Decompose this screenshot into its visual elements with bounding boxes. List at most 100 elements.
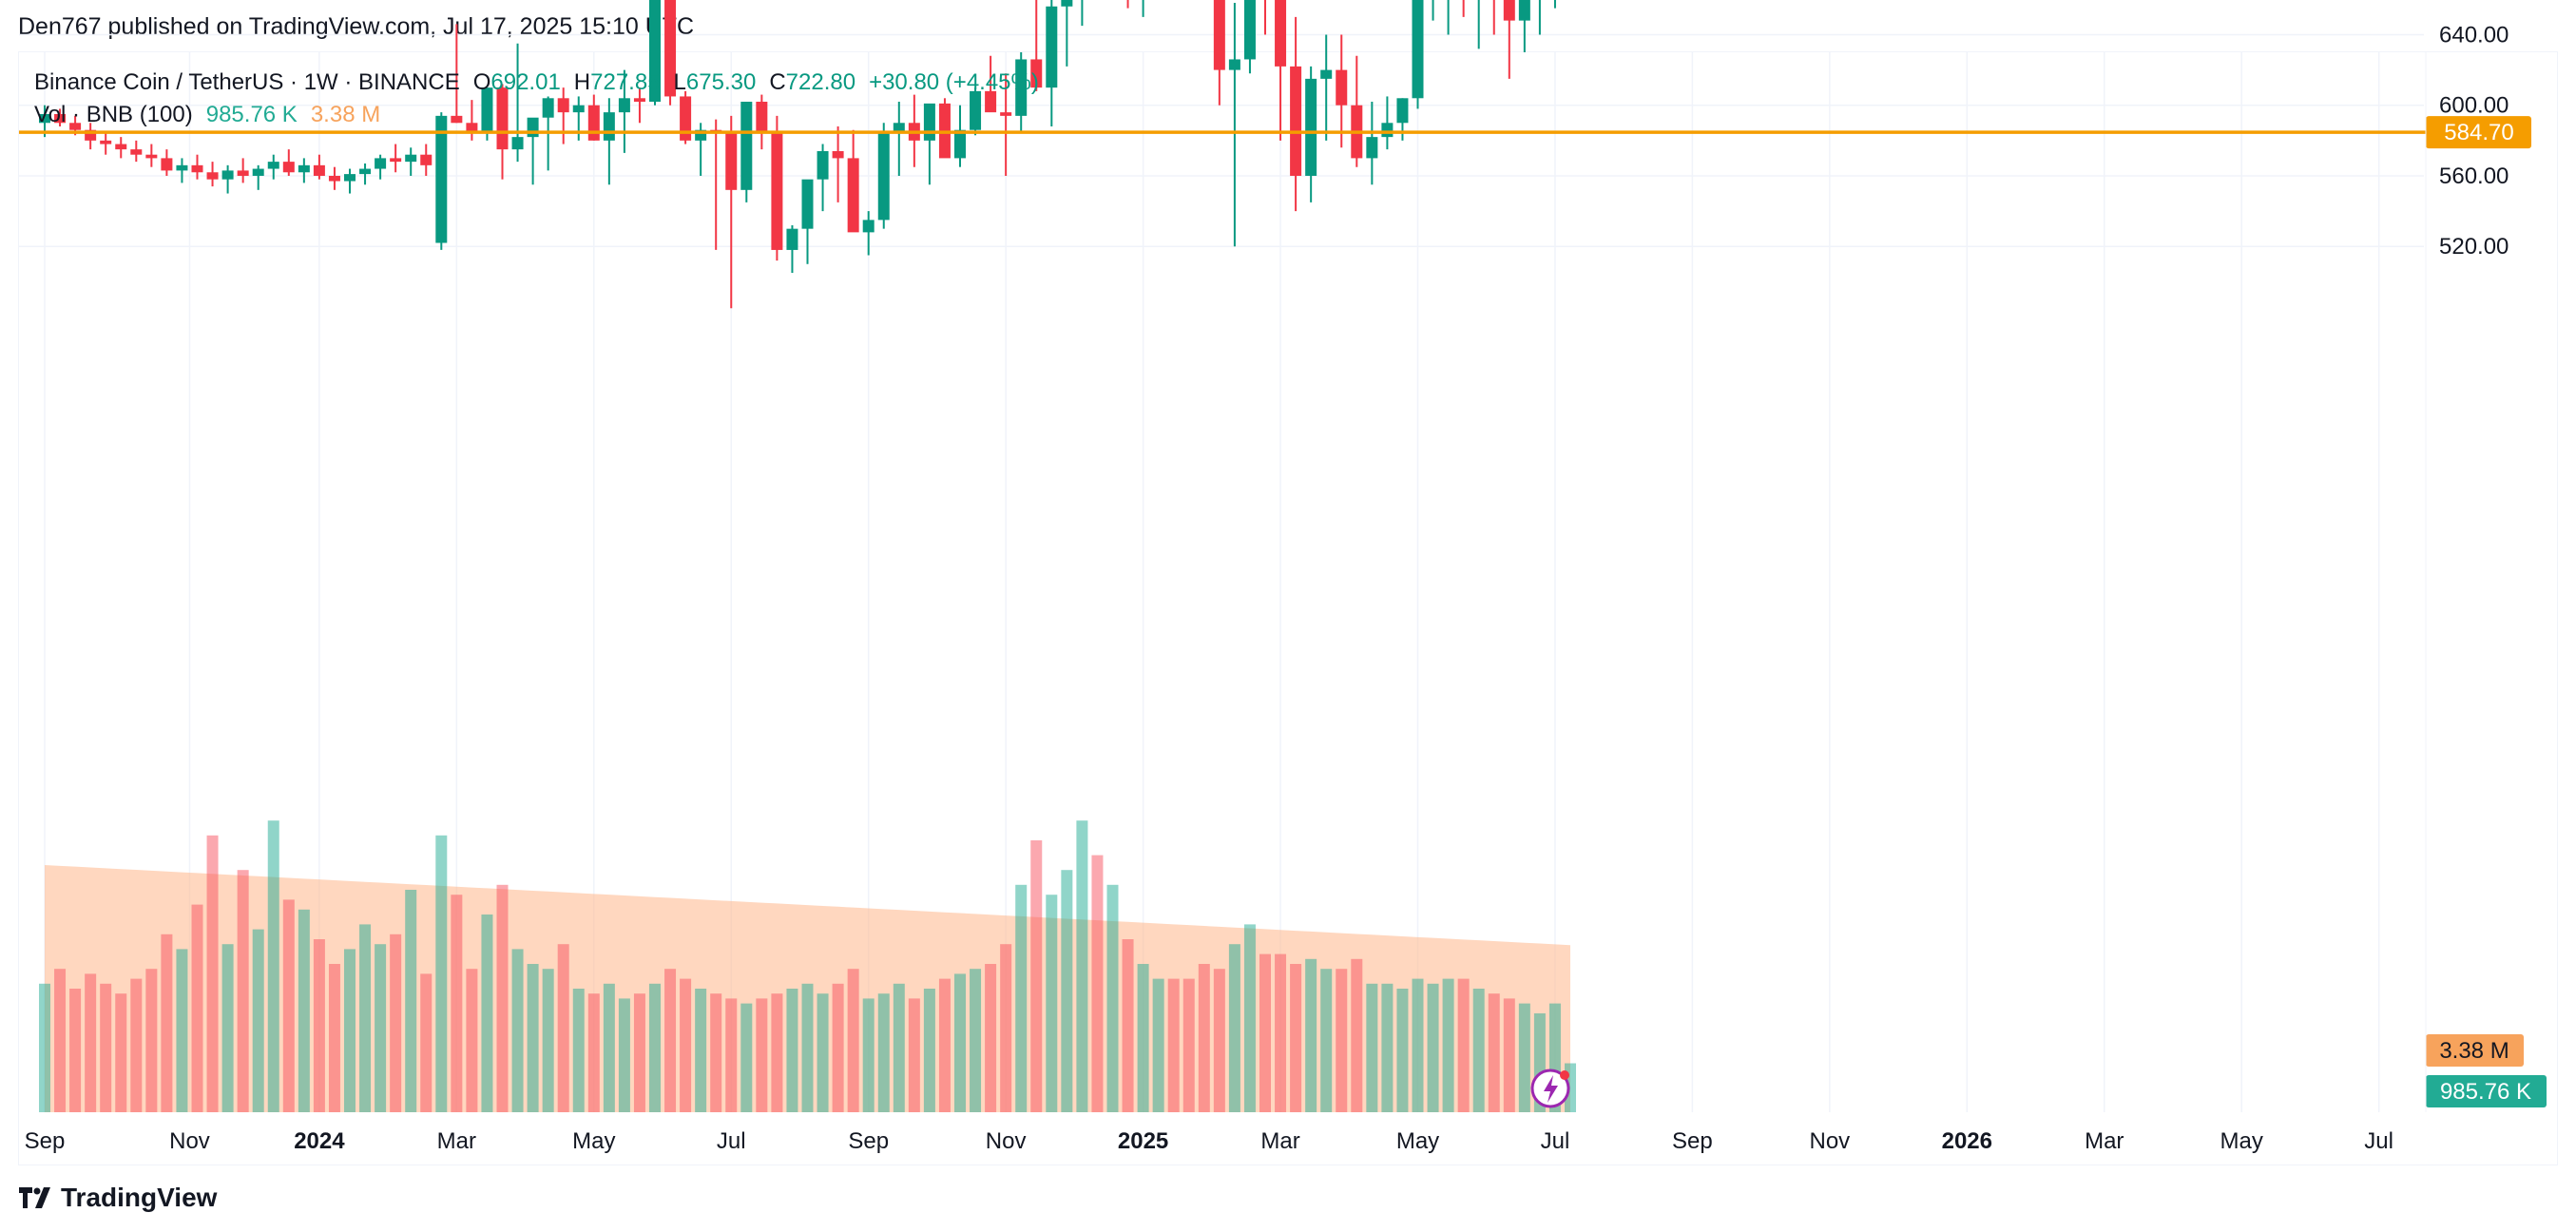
volume-bar[interactable] — [877, 993, 890, 1112]
candle-body[interactable] — [435, 115, 448, 243]
volume-bar[interactable] — [1167, 978, 1180, 1112]
volume-bar[interactable] — [328, 964, 340, 1112]
candle-body[interactable] — [1290, 66, 1302, 176]
candle-body[interactable] — [817, 150, 829, 180]
candle-body[interactable] — [1061, 0, 1073, 7]
volume-bar[interactable] — [1182, 978, 1195, 1112]
candle-body[interactable] — [1046, 6, 1058, 88]
volume-bar[interactable] — [587, 993, 600, 1112]
candle-body[interactable] — [954, 129, 966, 159]
volume-bar[interactable] — [206, 835, 219, 1112]
candle-body[interactable] — [1336, 69, 1348, 106]
volume-bar[interactable] — [923, 989, 935, 1112]
candle-body[interactable] — [1000, 112, 1012, 116]
volume-bar[interactable] — [405, 890, 417, 1112]
candle-body[interactable] — [405, 154, 417, 163]
volume-bar[interactable] — [572, 989, 585, 1112]
volume-bar[interactable] — [664, 969, 677, 1112]
volume-bar[interactable] — [282, 899, 295, 1112]
candle-body[interactable] — [85, 129, 97, 141]
candle-body[interactable] — [862, 220, 875, 233]
volume-bar[interactable] — [1412, 978, 1424, 1112]
volume-bar[interactable] — [176, 949, 188, 1112]
candle-body[interactable] — [1030, 59, 1043, 88]
volume-bar[interactable] — [1351, 958, 1363, 1112]
candle-body[interactable] — [695, 129, 707, 141]
volume-bar[interactable] — [1381, 983, 1394, 1112]
candle-body[interactable] — [252, 168, 264, 176]
candle-body[interactable] — [451, 115, 463, 124]
volume-bar[interactable] — [527, 964, 539, 1112]
candle-body[interactable] — [664, 0, 677, 97]
candle-body[interactable] — [970, 90, 982, 130]
volume-bar[interactable] — [1137, 964, 1149, 1112]
volume-bar[interactable] — [1228, 944, 1240, 1112]
candle-body[interactable] — [557, 98, 569, 113]
volume-bar[interactable] — [420, 973, 433, 1112]
candle-body[interactable] — [725, 133, 738, 190]
candle-body[interactable] — [1015, 59, 1028, 116]
volume-bar[interactable] — [1106, 884, 1119, 1112]
volume-bar[interactable] — [1259, 953, 1271, 1112]
volume-bar[interactable] — [145, 969, 158, 1112]
candle-body[interactable] — [649, 0, 661, 103]
volume-bar[interactable] — [267, 820, 279, 1112]
candle-body[interactable] — [572, 105, 585, 113]
candle-body[interactable] — [771, 131, 783, 250]
volume-bar[interactable] — [557, 944, 569, 1112]
volume-bar[interactable] — [1518, 1003, 1530, 1112]
candle-body[interactable] — [359, 168, 372, 175]
volume-bar[interactable] — [511, 949, 524, 1112]
candle-body[interactable] — [237, 170, 249, 176]
volume-bar[interactable] — [359, 924, 372, 1112]
volume-bar[interactable] — [191, 904, 203, 1112]
candle-body[interactable] — [115, 144, 127, 150]
candle-body[interactable] — [191, 164, 203, 173]
volume-bar[interactable] — [740, 1003, 753, 1112]
volume-bar[interactable] — [1366, 983, 1378, 1112]
volume-bar[interactable] — [1076, 820, 1088, 1112]
volume-bar[interactable] — [862, 998, 875, 1112]
candle-body[interactable] — [847, 158, 859, 233]
candle-body[interactable] — [221, 170, 234, 180]
volume-bar[interactable] — [496, 884, 509, 1112]
volume-bar[interactable] — [1152, 978, 1164, 1112]
volume-bar[interactable] — [817, 993, 829, 1112]
volume-bar[interactable] — [313, 939, 325, 1112]
volume-bar[interactable] — [1457, 978, 1470, 1112]
legend-symbol[interactable]: Binance Coin / TetherUS · 1W · BINANCE — [34, 69, 460, 95]
candle-body[interactable] — [161, 158, 173, 171]
candle-body[interactable] — [375, 158, 387, 169]
candle-body[interactable] — [680, 96, 692, 141]
candle-body[interactable] — [786, 228, 798, 250]
volume-bar[interactable] — [954, 973, 966, 1112]
volume-bar[interactable] — [39, 983, 50, 1112]
volume-bar[interactable] — [1336, 969, 1348, 1112]
volume-bar[interactable] — [908, 998, 920, 1112]
candle-body[interactable] — [481, 87, 493, 134]
volume-bar[interactable] — [710, 993, 722, 1112]
candle-body[interactable] — [1228, 59, 1240, 70]
volume-bar[interactable] — [970, 969, 982, 1112]
candle-body[interactable] — [176, 164, 188, 171]
volume-bar[interactable] — [1427, 983, 1439, 1112]
volume-bar[interactable] — [1305, 958, 1317, 1112]
volume-bar[interactable] — [618, 998, 630, 1112]
volume-bar[interactable] — [893, 983, 905, 1112]
candle-body[interactable] — [39, 114, 50, 124]
candle-body[interactable] — [1275, 0, 1287, 67]
volume-bar[interactable] — [466, 969, 478, 1112]
volume-bar[interactable] — [695, 989, 707, 1112]
volume-bar[interactable] — [237, 870, 249, 1112]
candle-body[interactable] — [893, 123, 905, 134]
volume-bar[interactable] — [481, 914, 493, 1112]
candle-body[interactable] — [54, 114, 67, 124]
volume-bar[interactable] — [603, 983, 615, 1112]
candle-body[interactable] — [511, 137, 524, 150]
volume-bar[interactable] — [1091, 855, 1104, 1112]
candle-body[interactable] — [466, 123, 478, 134]
volume-bar[interactable] — [1503, 998, 1515, 1112]
candle-body[interactable] — [1305, 78, 1317, 176]
volume-bar[interactable] — [161, 934, 173, 1112]
